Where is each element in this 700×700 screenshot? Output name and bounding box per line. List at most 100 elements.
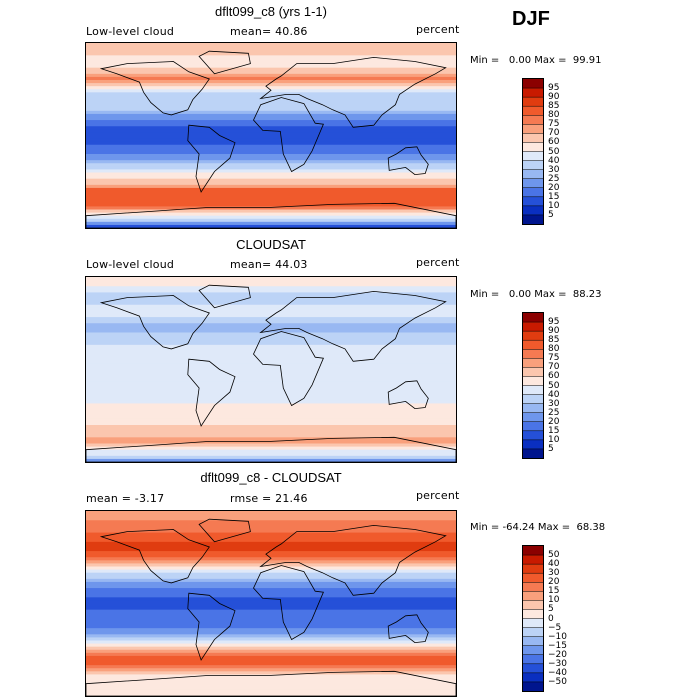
panel1-colorbar	[522, 78, 544, 225]
panel3-map-plot	[86, 511, 456, 696]
map-latitude-band	[86, 98, 456, 103]
panel3-map	[85, 510, 457, 697]
map-latitude-band	[86, 366, 456, 371]
colorbar-tick-label: 90	[548, 326, 560, 337]
map-latitude-band	[86, 686, 456, 691]
colorbar-tick-label: 25	[548, 407, 560, 418]
colorbar-tick-label: 15	[548, 425, 560, 436]
panel1-minmax: Min = 0.00 Max = 99.91	[470, 55, 602, 66]
colorbar-swatch	[523, 160, 543, 171]
map-latitude-band	[86, 526, 456, 531]
coastline	[387, 380, 429, 410]
map-latitude-band	[86, 612, 456, 617]
colorbar-swatch	[523, 331, 543, 341]
map-latitude-band	[86, 671, 456, 676]
panel2-map-plot	[86, 277, 456, 462]
colorbar-swatch	[523, 349, 543, 359]
map-latitude-band	[86, 520, 456, 524]
colorbar-swatch	[523, 591, 543, 601]
colorbar-tick-label: −30	[548, 658, 567, 669]
map-latitude-band	[86, 43, 456, 47]
map-latitude-band	[86, 169, 456, 174]
map-latitude-band	[86, 369, 456, 374]
colorbar-tick-label: 5	[548, 443, 554, 454]
map-latitude-band	[86, 144, 456, 149]
colorbar-tick-label: 75	[548, 353, 560, 364]
colorbar-swatch	[523, 124, 543, 134]
colorbar-tick-label: 10	[548, 595, 560, 606]
colorbar-swatch	[523, 654, 543, 665]
map-latitude-band	[86, 295, 456, 300]
colorbar-tick-label: 60	[548, 137, 560, 148]
colorbar-tick-label: −50	[548, 676, 567, 687]
map-latitude-band	[86, 310, 456, 315]
colorbar-tick-label: 75	[548, 119, 560, 130]
colorbar-swatch	[523, 412, 543, 423]
map-latitude-band	[86, 141, 456, 146]
map-latitude-band	[86, 652, 456, 657]
map-latitude-band	[86, 560, 456, 565]
colorbar-swatch	[523, 115, 543, 125]
colorbar-tick-label: 10	[548, 200, 560, 211]
panel3-minmax: Min = -64.24 Max = 68.38	[470, 522, 606, 533]
map-latitude-band	[86, 120, 456, 124]
map-latitude-band	[86, 655, 456, 660]
map-latitude-band	[86, 575, 456, 580]
map-latitude-band	[86, 354, 456, 358]
map-latitude-band	[86, 581, 456, 586]
map-latitude-band	[86, 135, 456, 140]
map-latitude-band	[86, 52, 456, 56]
map-latitude-band	[86, 92, 456, 97]
colorbar-swatch	[523, 88, 543, 98]
colorbar-swatch	[523, 582, 543, 592]
coastline	[86, 436, 456, 462]
map-latitude-band	[86, 446, 456, 451]
map-latitude-band	[86, 307, 456, 312]
colorbar-tick-label: 60	[548, 371, 560, 382]
coastline	[187, 358, 236, 427]
panel2-map	[85, 276, 457, 463]
panel2-colorbar	[522, 312, 544, 459]
colorbar-swatch	[523, 106, 543, 116]
map-latitude-band	[86, 591, 456, 595]
panel1-units-label: percent	[416, 23, 460, 36]
coastline	[99, 529, 210, 584]
colorbar-tick-label: 10	[548, 434, 560, 445]
colorbar-swatch	[523, 394, 543, 405]
map-latitude-band	[86, 67, 456, 72]
colorbar-tick-label: 50	[548, 146, 560, 157]
coastline	[253, 331, 324, 407]
map-latitude-band	[86, 409, 456, 414]
map-latitude-band	[86, 286, 456, 290]
map-latitude-band	[86, 578, 456, 583]
panel3-mean-label: mean = -3.17	[86, 492, 165, 505]
colorbar-swatch	[523, 367, 543, 377]
map-latitude-band	[86, 64, 456, 69]
colorbar-swatch	[523, 133, 543, 143]
colorbar-swatch	[523, 358, 543, 368]
map-latitude-band	[86, 320, 456, 324]
colorbar-swatch	[523, 627, 543, 638]
map-latitude-band	[86, 301, 456, 306]
colorbar-swatch	[523, 546, 543, 556]
panel1-mean-label: mean= 40.86	[230, 25, 308, 38]
colorbar-tick-label: −5	[548, 622, 562, 633]
colorbar-swatch	[523, 196, 543, 207]
map-latitude-band	[86, 224, 456, 228]
map-latitude-band	[86, 360, 456, 364]
coastline	[86, 202, 456, 228]
map-latitude-band	[86, 637, 456, 642]
map-latitude-band	[86, 357, 456, 361]
map-latitude-band	[86, 110, 456, 115]
map-latitude-band	[86, 280, 456, 284]
map-latitude-band	[86, 683, 456, 688]
map-latitude-band	[86, 449, 456, 454]
map-latitude-band	[86, 175, 456, 180]
colorbar-swatch	[523, 385, 543, 396]
map-latitude-band	[86, 625, 456, 629]
map-latitude-band	[86, 298, 456, 303]
panel3-units-label: percent	[416, 489, 460, 502]
map-latitude-band	[86, 397, 456, 401]
map-latitude-band	[86, 428, 456, 432]
map-latitude-band	[86, 381, 456, 386]
